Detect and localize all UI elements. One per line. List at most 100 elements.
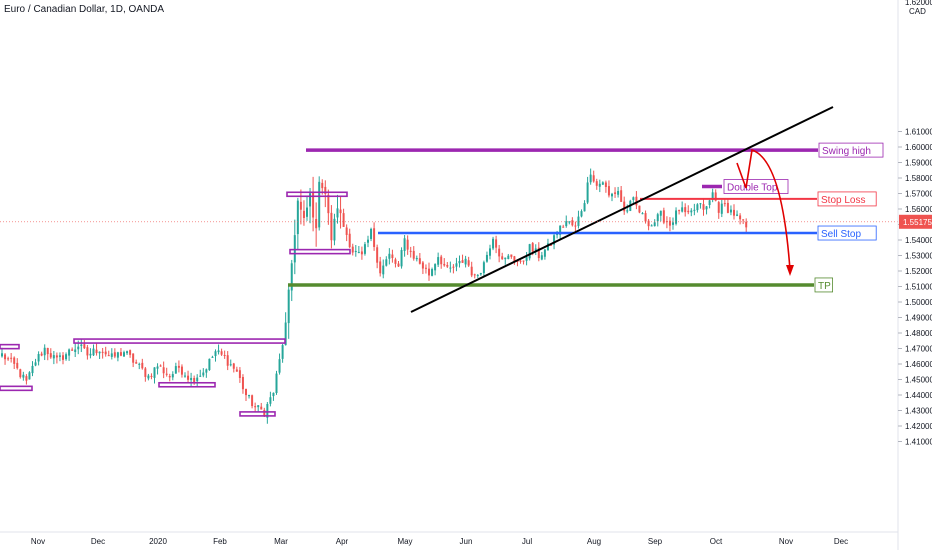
level-lines: Swing high Double Top Stop Loss Sell Stop TP <box>288 142 884 293</box>
candle-body <box>290 263 293 291</box>
candle-body <box>345 227 348 235</box>
candle-body <box>223 355 226 357</box>
candle-body <box>476 275 479 277</box>
level-label: Sell Stop <box>821 229 861 240</box>
price-tick-label: 1.44000 <box>905 391 932 400</box>
candle-body <box>473 274 476 276</box>
candle-body <box>662 210 665 223</box>
time-tick-label: Jul <box>522 537 532 546</box>
candle-body <box>601 182 604 185</box>
candle-body <box>339 209 342 214</box>
candle-body <box>248 394 251 397</box>
candle-body <box>659 210 662 216</box>
zone-marker <box>73 338 286 344</box>
candle-body <box>553 235 556 245</box>
candle-body <box>745 221 748 228</box>
candle-body <box>611 193 613 197</box>
candle-body <box>446 265 449 267</box>
price-tick-label: 1.56000 <box>905 205 932 214</box>
candle-body <box>357 251 360 253</box>
level-label: Double Top <box>727 183 778 194</box>
zone-marker <box>0 385 33 392</box>
candle-body <box>260 406 263 410</box>
candle-body <box>733 209 735 216</box>
candle-body <box>437 257 440 265</box>
candle-body <box>501 256 504 260</box>
price-tick-label: 1.60000 <box>905 143 932 152</box>
candle-body <box>699 203 702 205</box>
zone-marker <box>158 381 216 388</box>
candle-body <box>168 376 171 378</box>
candle-body <box>110 353 113 357</box>
candle-body <box>492 238 495 249</box>
candle-body <box>696 204 699 211</box>
price-axis[interactable]: 1.41000 1.42000 1.43000 1.44000 1.45000 1.460… <box>897 0 932 550</box>
price-tick-label: 1.50000 <box>905 298 932 307</box>
candle-body <box>510 254 513 257</box>
candle-body <box>482 262 485 274</box>
candle-body <box>330 212 333 241</box>
candle-body <box>327 194 330 214</box>
candle-body <box>373 228 376 247</box>
candle-body <box>412 250 415 259</box>
candle-body <box>89 353 92 356</box>
candle-body <box>519 260 522 262</box>
candle-body <box>504 257 507 260</box>
zone-marker <box>239 411 276 417</box>
candle-body <box>74 349 77 353</box>
candle-body <box>171 374 174 378</box>
time-tick-label: Oct <box>710 537 723 546</box>
candle-body <box>19 369 22 378</box>
price-tick-label: 1.43000 <box>905 407 932 416</box>
level-label-box <box>817 225 877 241</box>
candle-body <box>113 352 116 357</box>
candle-body <box>245 388 247 396</box>
candle-body <box>687 210 690 213</box>
candle-body <box>525 257 528 261</box>
candle-body <box>418 258 421 264</box>
candle-body <box>363 244 366 254</box>
candle-body <box>144 368 147 377</box>
candle-body <box>531 243 534 252</box>
candle-body <box>464 258 467 265</box>
candle-body <box>632 197 635 200</box>
candle-body <box>86 347 89 356</box>
candle-body <box>150 375 153 377</box>
candle-body <box>315 218 318 229</box>
candle-body <box>312 192 315 218</box>
level-label-box <box>723 179 789 194</box>
candle-body <box>238 370 241 378</box>
candle-body <box>65 354 68 360</box>
time-axis[interactable]: Nov Dec 2020 Feb Mar Apr May Jun Jul Aug Sep Oct Nov… <box>0 531 898 546</box>
candle-body <box>568 221 571 223</box>
candle-body <box>617 191 620 195</box>
candle-body <box>16 362 19 369</box>
candle-body <box>123 352 125 357</box>
candle-body <box>229 364 232 366</box>
candle-body <box>296 200 299 235</box>
candle-body <box>156 366 159 369</box>
candle-body <box>293 235 296 263</box>
candle-body <box>681 207 684 212</box>
candle-body <box>272 392 275 397</box>
candle-body <box>220 351 223 355</box>
zone-marker <box>289 248 351 255</box>
candle-body <box>153 367 156 378</box>
candle-body <box>348 233 351 248</box>
candle-body <box>190 377 193 381</box>
candle-body <box>678 210 681 212</box>
candle-body <box>638 205 641 213</box>
candle-body <box>534 248 537 251</box>
candle-body <box>729 209 732 213</box>
candle-body <box>714 192 717 201</box>
candle-body <box>336 208 339 218</box>
candle-body <box>205 369 208 373</box>
candle-body <box>351 246 354 253</box>
zone-marker <box>0 343 20 350</box>
last-price-badge <box>899 214 932 229</box>
candle-body <box>208 358 211 371</box>
candle-body <box>385 259 388 266</box>
candle-body <box>583 203 586 212</box>
